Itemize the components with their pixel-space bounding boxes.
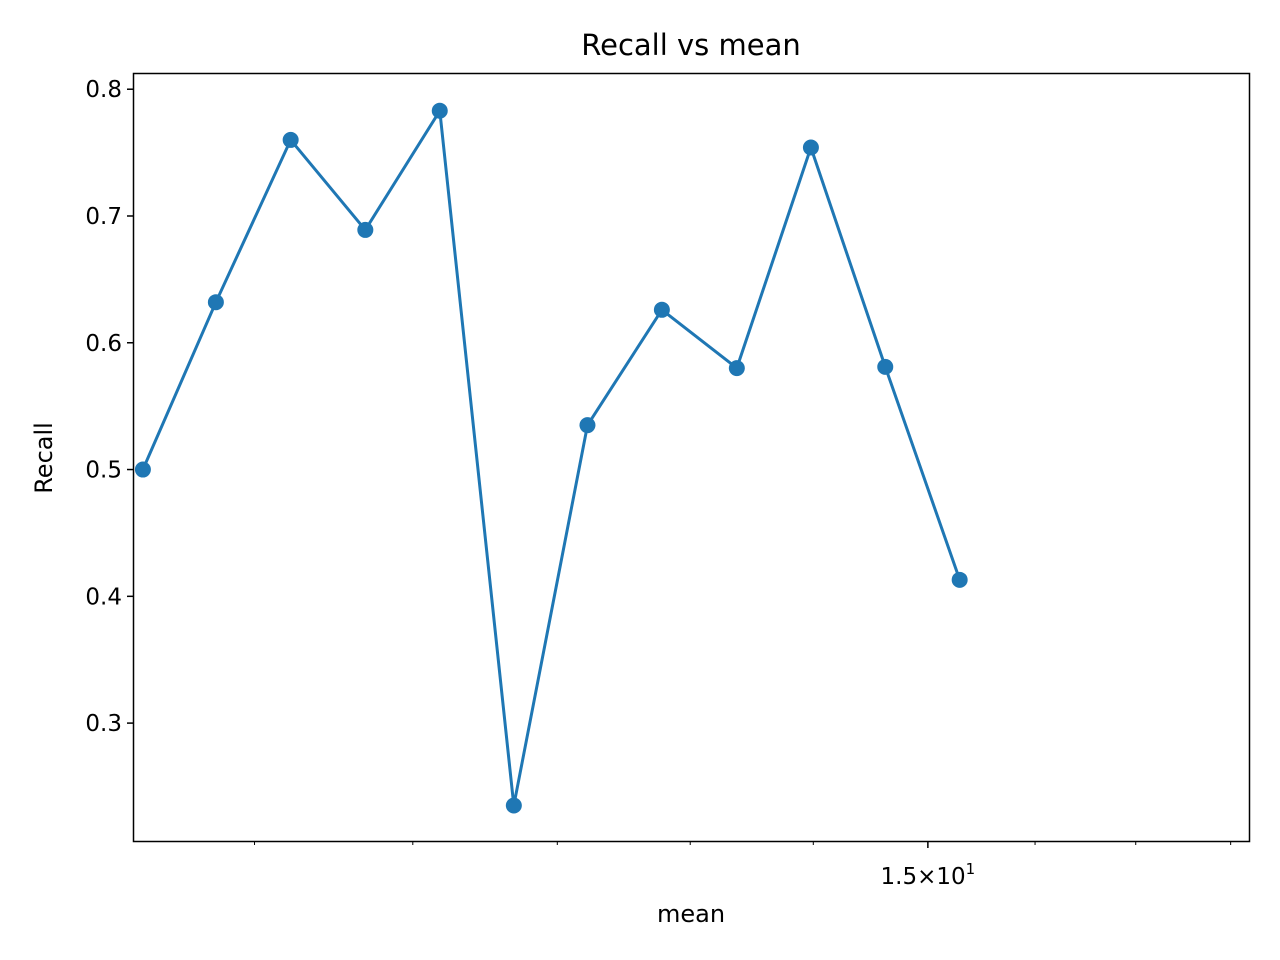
data-point: [951, 571, 968, 588]
data-point: [728, 360, 745, 377]
data-point: [357, 221, 374, 238]
x-axis-ticks: 1.5×101: [254, 841, 1232, 890]
series-layer: [134, 102, 968, 814]
y-axis-ticks: 0.3 0.4 0.5 0.6 0.7 0.8: [85, 77, 134, 737]
data-point: [653, 301, 670, 318]
y-tick-label: 0.3: [85, 711, 122, 737]
data-point: [282, 131, 299, 148]
x-tick-label: 1.5×101: [881, 860, 976, 890]
y-axis-label: Recall: [30, 422, 58, 494]
data-point: [579, 417, 596, 434]
series-line: [141, 109, 962, 807]
y-tick-label: 0.6: [85, 331, 122, 357]
y-tick-label: 0.4: [85, 584, 122, 610]
data-point: [207, 294, 224, 311]
data-point: [505, 797, 522, 814]
data-point: [431, 102, 448, 119]
y-tick-label: 0.8: [85, 77, 122, 103]
y-tick-label: 0.7: [85, 204, 122, 230]
plot-area: [132, 72, 1251, 843]
data-point: [802, 139, 819, 156]
x-axis-label: mean: [657, 900, 725, 928]
y-tick-label: 0.5: [85, 458, 122, 484]
data-point: [134, 461, 151, 478]
chart-title: Recall vs mean: [581, 28, 800, 62]
data-point: [877, 358, 894, 375]
